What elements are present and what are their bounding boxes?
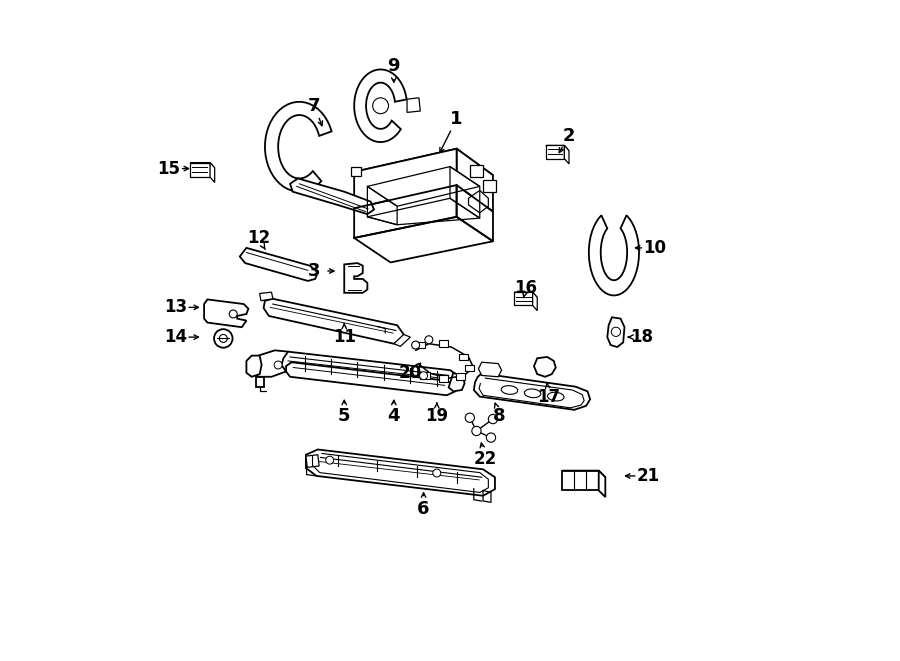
Polygon shape [533, 292, 537, 311]
Ellipse shape [501, 385, 518, 395]
Polygon shape [282, 352, 460, 391]
Polygon shape [344, 263, 367, 293]
Text: 21: 21 [636, 467, 660, 485]
Text: 10: 10 [644, 239, 666, 257]
Polygon shape [265, 102, 331, 192]
Polygon shape [608, 317, 625, 347]
Polygon shape [239, 248, 318, 281]
Bar [470, 165, 483, 177]
Polygon shape [367, 167, 480, 206]
Circle shape [411, 341, 419, 349]
Polygon shape [420, 373, 444, 385]
Bar [456, 373, 465, 380]
Text: 18: 18 [630, 328, 653, 346]
Text: 4: 4 [388, 407, 400, 426]
Ellipse shape [547, 392, 564, 401]
Polygon shape [190, 163, 210, 177]
Circle shape [489, 414, 498, 424]
Bar [483, 180, 496, 192]
Polygon shape [545, 145, 564, 159]
Circle shape [486, 433, 496, 442]
Circle shape [419, 371, 428, 379]
Circle shape [425, 336, 433, 344]
Polygon shape [564, 145, 569, 164]
Text: 3: 3 [308, 262, 320, 280]
Circle shape [373, 98, 389, 114]
Circle shape [326, 456, 334, 464]
Text: 11: 11 [333, 328, 356, 346]
Text: 16: 16 [515, 278, 537, 297]
Circle shape [472, 426, 482, 436]
Polygon shape [407, 98, 420, 112]
Polygon shape [355, 149, 493, 198]
Text: 22: 22 [473, 450, 497, 469]
Polygon shape [420, 373, 449, 378]
Polygon shape [444, 373, 449, 390]
Polygon shape [252, 350, 292, 377]
Polygon shape [534, 357, 556, 377]
Polygon shape [589, 215, 639, 295]
Text: 2: 2 [562, 126, 575, 145]
Polygon shape [204, 299, 248, 327]
Polygon shape [394, 334, 410, 346]
Bar [416, 342, 425, 348]
Polygon shape [286, 362, 455, 395]
Polygon shape [598, 471, 606, 497]
Text: 6: 6 [418, 500, 430, 518]
Polygon shape [456, 149, 493, 212]
Bar [420, 372, 429, 379]
Polygon shape [514, 292, 537, 297]
Circle shape [214, 329, 232, 348]
Circle shape [220, 334, 227, 342]
Polygon shape [562, 471, 598, 490]
Bar [439, 340, 448, 347]
Polygon shape [256, 377, 264, 387]
Polygon shape [469, 190, 489, 213]
Circle shape [274, 361, 282, 369]
Bar [459, 354, 468, 360]
Text: 14: 14 [164, 328, 187, 346]
Polygon shape [355, 149, 456, 208]
Polygon shape [306, 455, 319, 467]
Text: 20: 20 [399, 364, 422, 383]
Bar [351, 167, 362, 176]
Polygon shape [264, 299, 404, 344]
Polygon shape [514, 292, 533, 305]
Polygon shape [259, 292, 273, 301]
Polygon shape [290, 178, 374, 214]
Text: 5: 5 [338, 407, 350, 426]
Polygon shape [562, 471, 606, 477]
Circle shape [230, 310, 238, 318]
Text: 19: 19 [425, 407, 448, 426]
Polygon shape [479, 362, 501, 377]
Polygon shape [190, 163, 215, 168]
Polygon shape [473, 373, 590, 410]
Polygon shape [306, 449, 495, 496]
Circle shape [611, 327, 620, 336]
Text: 9: 9 [388, 57, 400, 75]
Polygon shape [210, 163, 215, 182]
Polygon shape [449, 373, 464, 391]
Ellipse shape [525, 389, 541, 398]
Text: 8: 8 [493, 407, 506, 426]
Circle shape [433, 469, 441, 477]
Bar [439, 375, 448, 382]
Circle shape [465, 413, 474, 422]
Text: 1: 1 [450, 110, 463, 128]
Bar [465, 365, 474, 371]
Text: 15: 15 [158, 159, 181, 178]
Polygon shape [545, 145, 569, 151]
Text: 13: 13 [164, 298, 187, 317]
Text: 17: 17 [537, 387, 561, 406]
Polygon shape [247, 356, 262, 377]
Text: 7: 7 [308, 97, 320, 115]
Text: 12: 12 [247, 229, 270, 247]
Polygon shape [355, 69, 407, 142]
